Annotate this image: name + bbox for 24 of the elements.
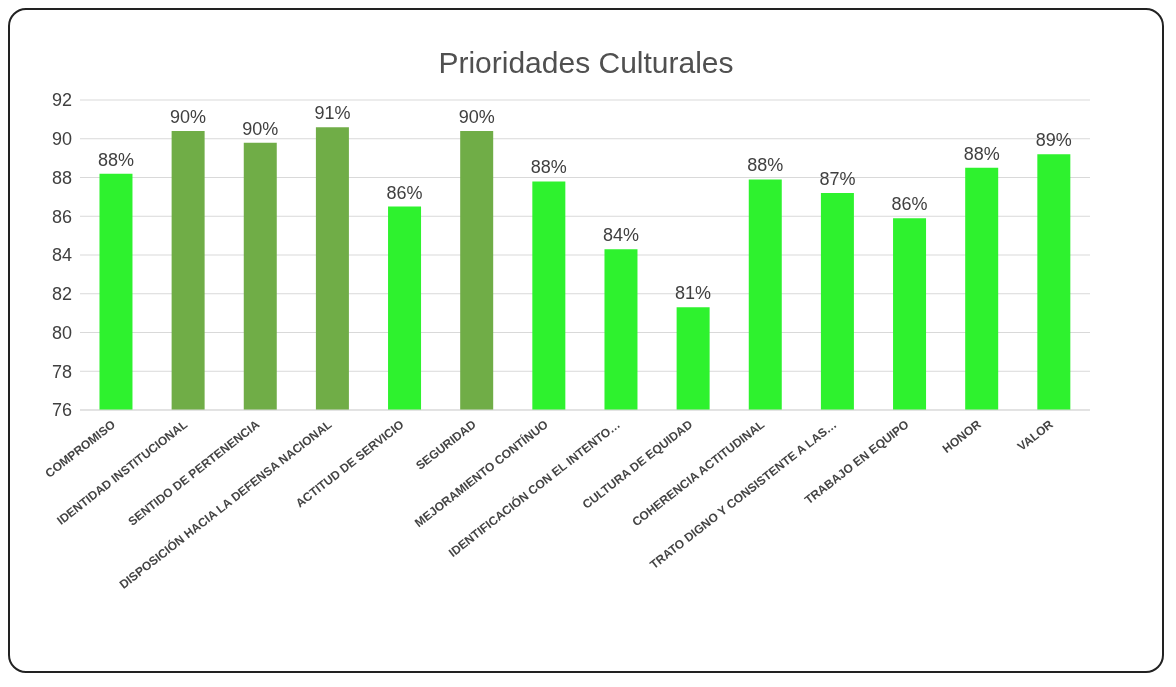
data-label: 90% (458, 107, 495, 127)
data-label: 81% (675, 283, 712, 304)
y-tick-label: 84 (51, 245, 72, 266)
y-tick-label: 82 (51, 284, 72, 305)
data-label: 86% (891, 194, 928, 215)
data-label: 88% (530, 157, 567, 178)
data-label: 88% (747, 155, 784, 176)
y-tick-label: 88 (51, 167, 72, 188)
data-label: 90% (170, 107, 207, 127)
y-tick-label: 92 (51, 90, 72, 111)
chart-title: Prioridades Culturales (437, 46, 735, 80)
data-label: 84% (602, 225, 639, 246)
data-label: 89% (1035, 130, 1072, 151)
data-label: 90% (242, 118, 279, 139)
y-tick-label: 76 (51, 400, 72, 421)
data-label: 91% (314, 103, 351, 124)
y-tick-label: 80 (51, 322, 72, 343)
data-label: 88% (963, 143, 1000, 164)
data-label: 86% (386, 182, 423, 203)
data-label: 87% (819, 169, 856, 189)
y-tick-label: 90 (51, 129, 72, 150)
y-tick-label: 86 (51, 206, 72, 227)
data-label: 88% (97, 149, 134, 170)
y-tick-label: 78 (51, 361, 72, 382)
